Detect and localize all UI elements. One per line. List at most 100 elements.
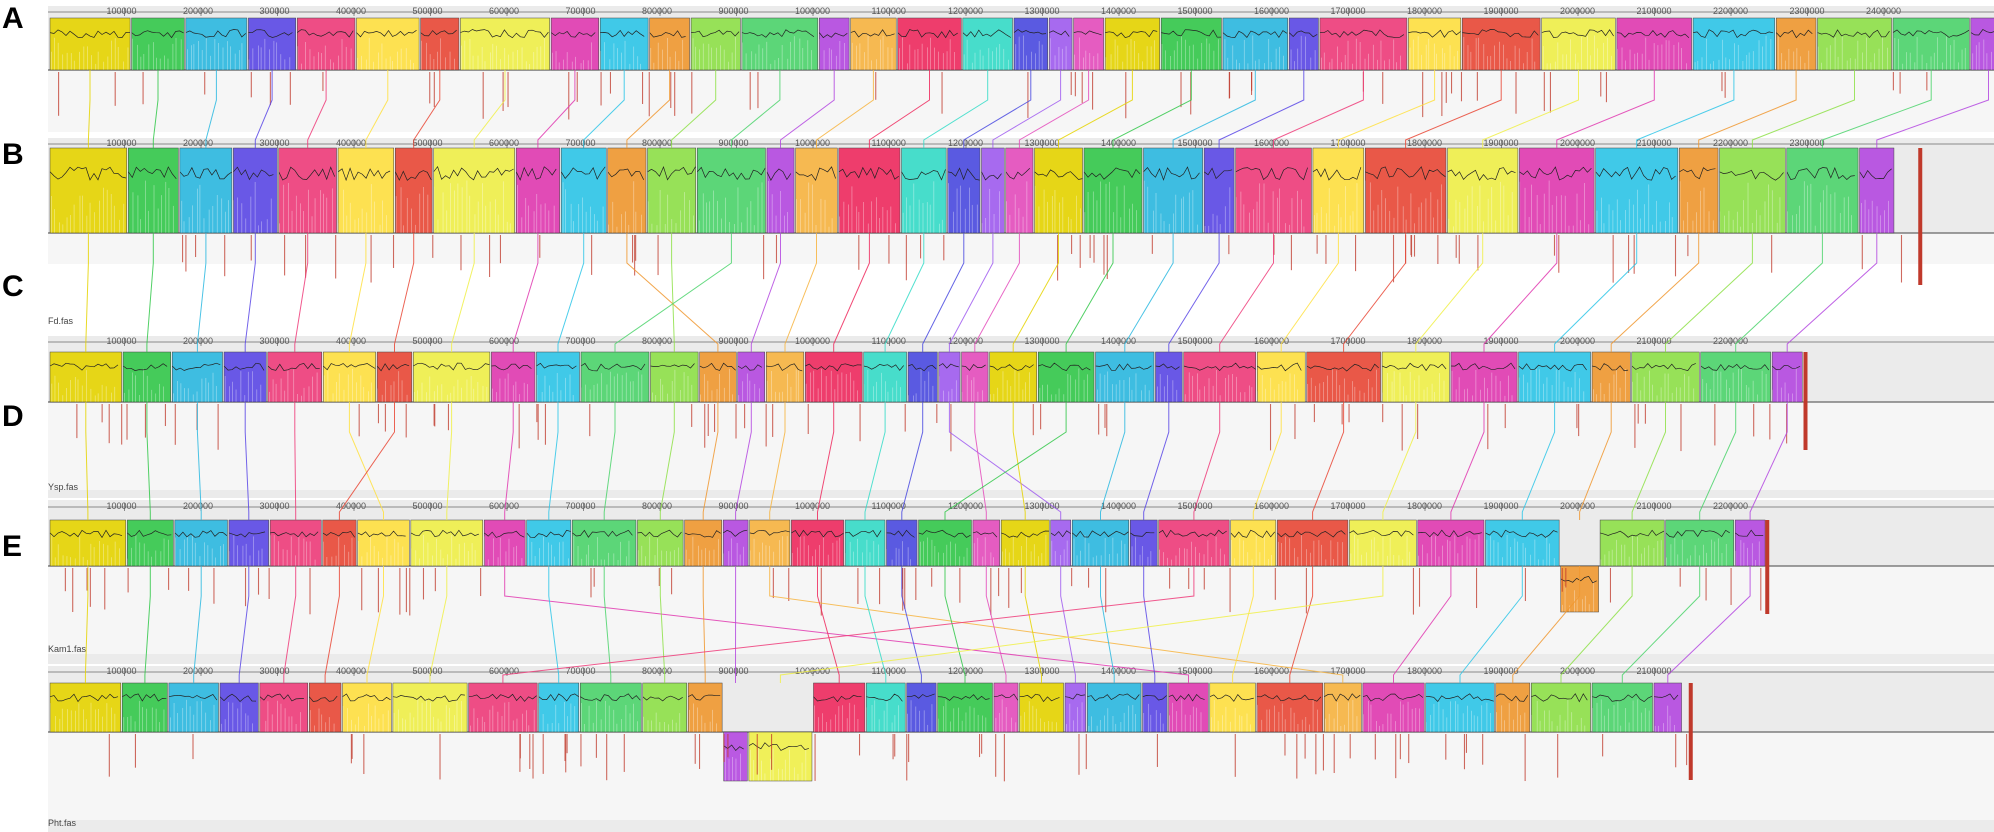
- lcb-block[interactable]: [1365, 148, 1446, 233]
- lcb-block[interactable]: [699, 352, 737, 402]
- lcb-block[interactable]: [993, 683, 1019, 732]
- lcb-block[interactable]: [484, 520, 526, 566]
- lcb-block[interactable]: [650, 352, 699, 402]
- lcb-block[interactable]: [805, 352, 863, 402]
- lcb-block[interactable]: [413, 352, 490, 402]
- lcb-block[interactable]: [1235, 148, 1312, 233]
- lcb-block[interactable]: [697, 148, 766, 233]
- lcb-block[interactable]: [357, 520, 410, 566]
- lcb-block[interactable]: [377, 352, 412, 402]
- lcb-block[interactable]: [972, 520, 1000, 566]
- lcb-block[interactable]: [981, 148, 1005, 233]
- lcb-block[interactable]: [1616, 18, 1692, 70]
- lcb-block[interactable]: [1073, 18, 1104, 70]
- lcb-block[interactable]: [838, 148, 900, 233]
- lcb-block[interactable]: [1038, 352, 1095, 402]
- lcb-block[interactable]: [600, 18, 649, 70]
- lcb-block[interactable]: [989, 352, 1037, 402]
- lcb-block[interactable]: [1518, 352, 1591, 402]
- lcb-block[interactable]: [766, 352, 804, 402]
- lcb-block[interactable]: [813, 683, 865, 732]
- lcb-block[interactable]: [1014, 18, 1048, 70]
- lcb-block[interactable]: [185, 18, 247, 70]
- lcb-block[interactable]: [1592, 352, 1631, 402]
- lcb-block[interactable]: [791, 520, 844, 566]
- lcb-block[interactable]: [50, 520, 126, 566]
- lcb-block[interactable]: [1495, 683, 1530, 732]
- lcb-block[interactable]: [795, 148, 838, 233]
- lcb-block[interactable]: [259, 683, 308, 732]
- lcb-block[interactable]: [1204, 148, 1235, 233]
- lcb-block[interactable]: [688, 683, 723, 732]
- lcb-block[interactable]: [1425, 683, 1495, 732]
- lcb-block[interactable]: [516, 148, 560, 233]
- lcb-block[interactable]: [897, 18, 962, 70]
- lcb-block[interactable]: [1519, 148, 1595, 233]
- lcb-block[interactable]: [433, 148, 515, 233]
- lcb-block[interactable]: [1417, 520, 1484, 566]
- lcb-block[interactable]: [845, 520, 885, 566]
- lcb-block[interactable]: [961, 352, 989, 402]
- lcb-block[interactable]: [937, 683, 993, 732]
- lcb-block[interactable]: [248, 18, 296, 70]
- lcb-block[interactable]: [962, 18, 1013, 70]
- lcb-block[interactable]: [572, 520, 636, 566]
- lcb-block[interactable]: [1600, 520, 1665, 566]
- lcb-block[interactable]: [278, 148, 337, 233]
- lcb-block[interactable]: [1653, 683, 1682, 732]
- lcb-block[interactable]: [420, 18, 459, 70]
- lcb-block[interactable]: [1155, 352, 1183, 402]
- lcb-block[interactable]: [1541, 18, 1616, 70]
- lcb-block[interactable]: [1130, 520, 1158, 566]
- lcb-block[interactable]: [1050, 520, 1071, 566]
- lcb-block[interactable]: [1222, 18, 1288, 70]
- lcb-block[interactable]: [1230, 520, 1276, 566]
- lcb-block[interactable]: [323, 352, 376, 402]
- lcb-block[interactable]: [1001, 520, 1050, 566]
- lcb-block[interactable]: [1786, 148, 1859, 233]
- lcb-block[interactable]: [1168, 683, 1209, 732]
- lcb-block[interactable]: [131, 18, 185, 70]
- lcb-block[interactable]: [1161, 18, 1222, 70]
- lcb-block[interactable]: [172, 352, 223, 402]
- lcb-block[interactable]: [1105, 18, 1160, 70]
- lcb-block[interactable]: [1408, 18, 1461, 70]
- lcb-block[interactable]: [356, 18, 420, 70]
- lcb-block[interactable]: [410, 520, 483, 566]
- lcb-block[interactable]: [491, 352, 535, 402]
- lcb-block[interactable]: [1665, 520, 1734, 566]
- lcb-block[interactable]: [1095, 352, 1154, 402]
- lcb-block[interactable]: [309, 683, 342, 732]
- lcb-block[interactable]: [1319, 18, 1407, 70]
- lcb-block[interactable]: [168, 683, 219, 732]
- lcb-block[interactable]: [886, 520, 918, 566]
- lcb-block[interactable]: [1005, 148, 1034, 233]
- lcb-block[interactable]: [1158, 520, 1230, 566]
- lcb-block[interactable]: [1772, 352, 1803, 402]
- lcb-block[interactable]: [581, 352, 649, 402]
- lcb-block[interactable]: [647, 148, 696, 233]
- lcb-block[interactable]: [1312, 148, 1364, 233]
- lcb-block[interactable]: [233, 148, 278, 233]
- lcb-block[interactable]: [642, 683, 687, 732]
- lcb-block[interactable]: [1531, 683, 1591, 732]
- lcb-block[interactable]: [526, 520, 571, 566]
- lcb-block[interactable]: [395, 148, 433, 233]
- lcb-block[interactable]: [1595, 148, 1678, 233]
- lcb-block[interactable]: [123, 352, 171, 402]
- lcb-block[interactable]: [1143, 148, 1203, 233]
- lcb-block[interactable]: [338, 148, 394, 233]
- lcb-block[interactable]: [749, 520, 790, 566]
- lcb-block[interactable]: [1382, 352, 1450, 402]
- lcb-block[interactable]: [460, 18, 550, 70]
- lcb-block[interactable]: [1776, 18, 1816, 70]
- lcb-block[interactable]: [1324, 683, 1362, 732]
- lcb-block[interactable]: [908, 352, 938, 402]
- lcb-block[interactable]: [1631, 352, 1700, 402]
- lcb-block[interactable]: [1019, 683, 1064, 732]
- lcb-block[interactable]: [1183, 352, 1256, 402]
- lcb-block[interactable]: [607, 148, 647, 233]
- lcb-block[interactable]: [50, 683, 121, 732]
- lcb-block[interactable]: [561, 148, 607, 233]
- lcb-block[interactable]: [906, 683, 937, 732]
